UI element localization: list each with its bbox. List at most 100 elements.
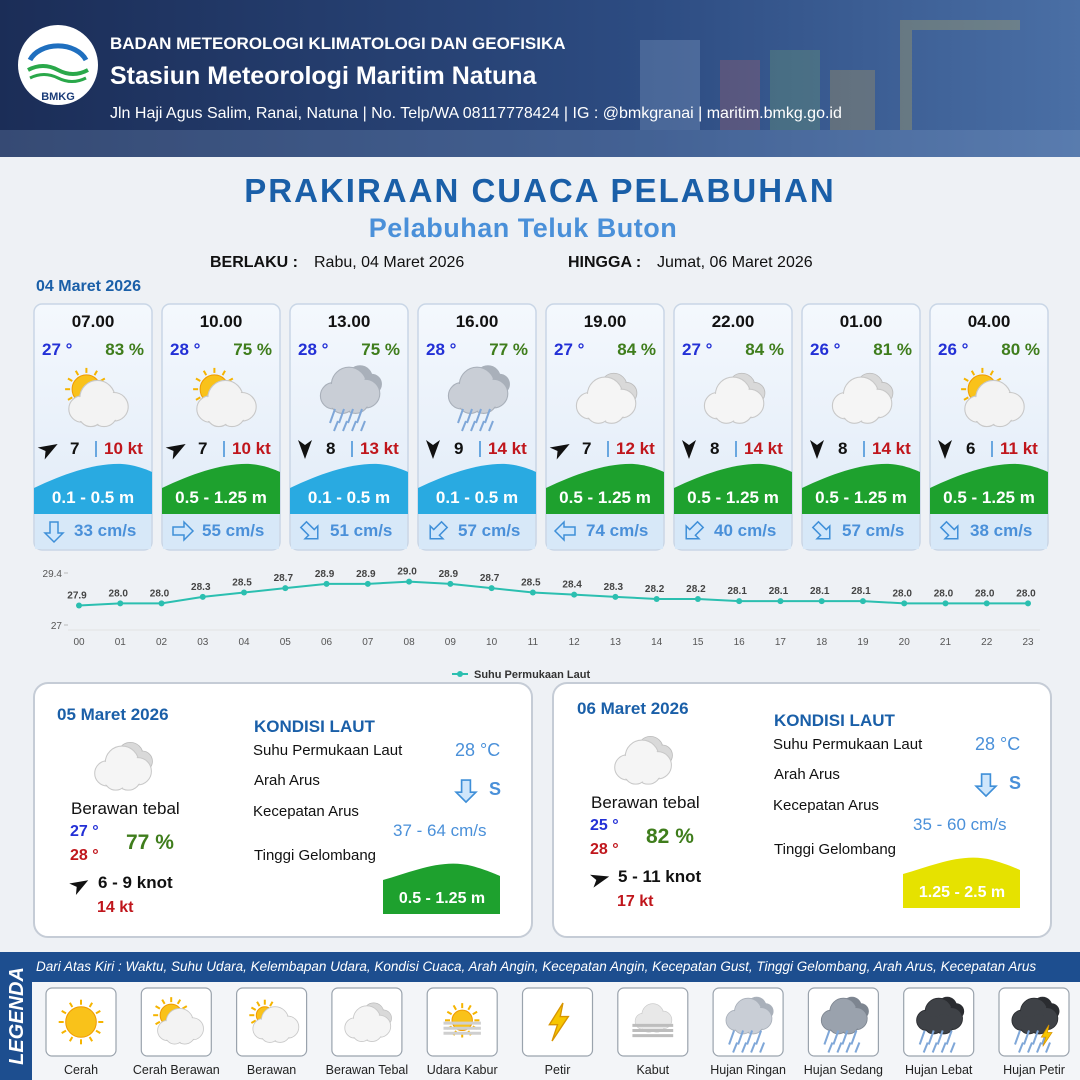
current-speed: 55 cm/s <box>202 521 265 540</box>
x-tick-label: 03 <box>197 637 209 648</box>
sun-ray <box>472 1010 478 1016</box>
wind-direction-arrow <box>298 440 312 459</box>
cloud-fill <box>261 1024 279 1042</box>
sun-ray <box>68 1036 74 1042</box>
x-tick-label: 12 <box>569 637 581 648</box>
cloud-fill <box>734 1016 752 1034</box>
sst-value-label: 29.0 <box>397 567 417 578</box>
rain-drop <box>356 408 363 424</box>
rain-drop <box>841 1030 849 1045</box>
weather-icon <box>65 367 129 428</box>
hour-time: 04.00 <box>967 312 1011 331</box>
weather-icon <box>831 372 894 424</box>
current-dir: S <box>489 779 502 799</box>
rain-drop <box>936 1030 944 1045</box>
wind-direction-arrow <box>590 874 610 888</box>
sst-point <box>818 598 825 605</box>
wind-speed: 6 <box>966 439 976 458</box>
current-speed: 57 cm/s <box>458 521 521 540</box>
sst-value-label: 28.0 <box>150 588 170 599</box>
air-temperature: 28 ° <box>298 340 329 359</box>
humidity: 75 % <box>233 340 272 359</box>
current-speed: 40 cm/s <box>714 521 777 540</box>
sst-value-label: 28.0 <box>109 588 129 599</box>
cloud <box>157 1007 204 1045</box>
x-tick-label: 08 <box>404 637 416 648</box>
rain-drop <box>823 1030 831 1045</box>
sst-point <box>694 596 701 602</box>
sun-ray <box>95 1009 101 1015</box>
hour-time: 01.00 <box>839 312 883 331</box>
current-dir-label: Arah Arus <box>254 772 320 789</box>
sst-point <box>571 591 578 598</box>
agency-name: BADAN METEOROLOGI KLIMATOLOGI DAN GEOFIS… <box>110 34 566 53</box>
cloud <box>703 376 765 424</box>
legend-item-label: Cerah Berawan <box>132 1063 220 1077</box>
x-tick-label: 17 <box>775 637 787 648</box>
sst-point <box>529 589 536 596</box>
sst-point <box>282 585 289 592</box>
sun-ray <box>61 1009 67 1015</box>
panel-gust: 14 kt <box>97 899 134 916</box>
gust-speed: 10 kt <box>104 439 143 458</box>
rain-drop <box>940 1042 947 1053</box>
wind-direction-arrow <box>810 440 824 459</box>
rain-drop <box>741 1042 748 1053</box>
rain-drop <box>1036 1042 1042 1053</box>
rain-drop <box>931 1042 938 1053</box>
sst-point <box>117 600 124 607</box>
wave-band <box>162 463 280 514</box>
logo-arc <box>27 43 89 62</box>
legend-item-label: Hujan Petir <box>1003 1063 1065 1077</box>
sst-value-label: 27.9 <box>67 591 87 602</box>
weather-icon <box>94 741 153 791</box>
sst-value-label: 28.0 <box>934 588 954 599</box>
air-temperature: 27 ° <box>42 340 73 359</box>
cloud <box>94 745 152 791</box>
y-tick-label: 29.4 <box>43 569 63 580</box>
sst-value-label: 28.2 <box>686 584 706 595</box>
sst-point <box>859 598 866 605</box>
rain-drop <box>759 1042 766 1053</box>
rain-drop <box>927 1030 935 1045</box>
wind-speed: 8 <box>326 439 336 458</box>
cloud-fill <box>715 400 738 423</box>
wave-height: 0.5 - 1.25 m <box>943 488 1035 507</box>
wave-height: 0.5 - 1.25 m <box>175 488 267 507</box>
sst-value-label: 28.1 <box>851 586 871 597</box>
rain-drop <box>836 1042 843 1053</box>
current-direction-arrow <box>43 521 65 544</box>
hour-time: 07.00 <box>71 312 115 331</box>
sst-value-label: 28.9 <box>356 569 376 580</box>
sst-point <box>612 593 619 600</box>
cloud-fill <box>166 1026 184 1044</box>
sst-point <box>1025 600 1031 607</box>
wave-band <box>546 463 664 514</box>
wave-height: 0.5 - 1.25 m <box>559 488 651 507</box>
sun-ray <box>95 1029 101 1035</box>
sun <box>65 1006 97 1038</box>
sst-value-label: 28.5 <box>232 578 252 589</box>
sst-value-label: 28.1 <box>810 586 830 597</box>
weather-icon <box>249 999 300 1043</box>
sst-point <box>364 580 371 587</box>
sst-value: 28 °C <box>975 734 1021 754</box>
sst-point <box>447 580 454 587</box>
legend-item-label: Udara Kabur <box>426 1063 498 1077</box>
wave-shape <box>383 863 500 914</box>
rain-drop <box>347 408 354 424</box>
sst-value-label: 28.9 <box>315 569 335 580</box>
wave-band <box>802 463 920 514</box>
gust-speed: 14 kt <box>488 439 527 458</box>
humidity: 84 % <box>745 340 784 359</box>
hour-time: 10.00 <box>199 312 243 331</box>
sun-ray <box>182 1005 188 1010</box>
weather-icon <box>632 1003 674 1038</box>
station-name: Stasiun Meteorologi Maritim Natuna <box>110 62 537 90</box>
rain-drop <box>466 408 473 424</box>
x-tick-label: 10 <box>486 637 498 648</box>
wave-band <box>34 463 152 514</box>
humidity: 75 % <box>361 340 400 359</box>
current-speed-range: 37 - 64 cm/s <box>393 821 487 840</box>
rain-drop <box>746 1030 754 1045</box>
